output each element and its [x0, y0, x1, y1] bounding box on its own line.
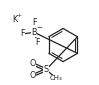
Text: S: S [44, 65, 49, 74]
Text: F: F [32, 18, 36, 27]
Text: F: F [20, 29, 25, 39]
Text: B: B [31, 28, 37, 37]
Text: O: O [29, 59, 36, 68]
Text: F: F [35, 38, 40, 47]
Text: CH₃: CH₃ [50, 75, 63, 81]
Text: +: + [17, 13, 22, 18]
Text: K: K [12, 15, 17, 24]
Text: O: O [29, 71, 36, 80]
Text: −: − [36, 26, 42, 31]
